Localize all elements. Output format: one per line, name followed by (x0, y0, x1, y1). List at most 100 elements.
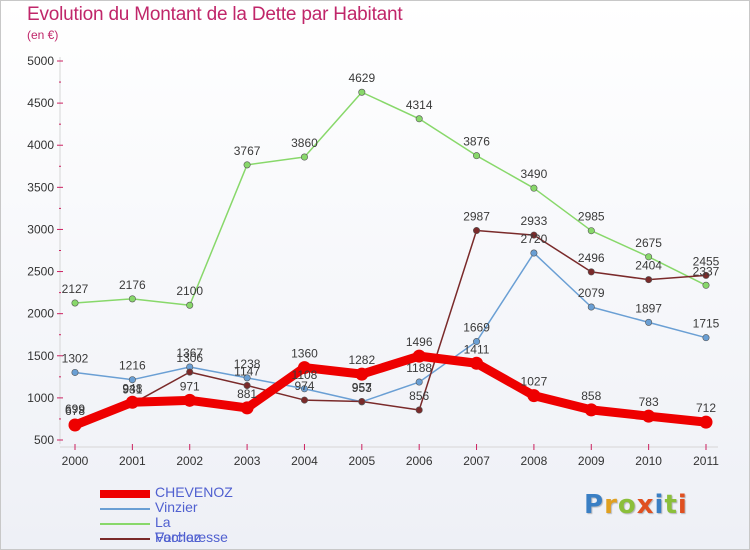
data-label-vacheresse: 974 (294, 379, 314, 393)
data-point-vacheresse (645, 276, 653, 284)
data-label-vinzier: 2079 (578, 286, 605, 300)
x-tick-label: 2009 (578, 454, 605, 468)
x-tick-label: 2008 (521, 454, 548, 468)
data-label-vinzier: 1715 (693, 317, 720, 331)
logo-letter: r (604, 490, 618, 520)
data-point-la-forclaz (415, 115, 423, 123)
data-label-vinzier: 1897 (635, 301, 662, 315)
data-point-vinzier (645, 318, 653, 326)
x-tick-label: 2011 (693, 454, 719, 468)
data-point-vacheresse (300, 396, 308, 404)
y-tick-label: 500 (34, 433, 54, 447)
series-line-vacheresse (74, 229, 707, 424)
data-point-chevenoz (355, 367, 369, 381)
legend-label: CHEVENOZ (155, 484, 233, 500)
data-label-chevenoz: 712 (696, 401, 716, 415)
data-point-la-forclaz (71, 299, 79, 307)
x-tick-label: 2005 (348, 454, 375, 468)
logo-letter: o (617, 490, 637, 520)
data-label-vacheresse: 856 (409, 389, 429, 403)
data-label-la-forclaz: 4314 (406, 98, 433, 112)
y-tick-label: 5000 (27, 54, 54, 68)
data-label-la-forclaz: 4629 (348, 71, 375, 85)
legend-label: La Forclaz (155, 514, 201, 545)
logo-letter: x (636, 490, 655, 520)
data-label-vacheresse: 2496 (578, 251, 605, 265)
data-point-la-forclaz (243, 161, 251, 169)
data-point-vacheresse (473, 227, 481, 235)
y-tick-label: 2000 (27, 307, 54, 321)
data-point-vinzier (300, 385, 308, 393)
data-point-vinzier (243, 374, 251, 382)
x-tick-label: 2010 (635, 454, 662, 468)
logo-letter: t (664, 490, 678, 520)
data-label-vacheresse: 957 (352, 381, 372, 395)
y-tick-label: 4000 (27, 138, 54, 152)
data-point-vacheresse (702, 271, 710, 279)
data-point-la-forclaz (587, 227, 595, 235)
legend-swatch (100, 490, 150, 498)
series-line-chevenoz (70, 351, 711, 430)
data-label-vacheresse: 2404 (635, 259, 662, 273)
data-label-chevenoz: 1282 (348, 353, 375, 367)
data-label-la-forclaz: 3860 (291, 136, 318, 150)
series-line-vinzier (74, 252, 707, 403)
y-tick-label: 4500 (27, 96, 54, 110)
x-tick-label: 2006 (406, 454, 433, 468)
legend-swatch (100, 538, 150, 540)
data-label-chevenoz: 1360 (291, 347, 318, 361)
x-tick-label: 2007 (463, 454, 490, 468)
data-label-la-forclaz: 3876 (463, 135, 490, 149)
data-point-chevenoz (68, 418, 82, 432)
data-point-chevenoz (642, 409, 656, 423)
x-tick-label: 2001 (119, 454, 146, 468)
legend-swatch (100, 508, 150, 510)
data-point-la-forclaz (128, 295, 136, 303)
data-label-vinzier: 1669 (463, 321, 490, 335)
data-label-vacheresse: 1147 (234, 365, 260, 379)
logo-letter: i (677, 490, 688, 520)
data-label-chevenoz: 783 (639, 395, 659, 409)
data-point-vacheresse (530, 231, 538, 239)
data-point-vacheresse (415, 406, 423, 414)
data-label-chevenoz: 971 (180, 379, 200, 393)
data-label-vinzier: 1302 (62, 351, 89, 365)
data-point-la-forclaz (702, 281, 710, 289)
series-line-la-forclaz (74, 91, 707, 306)
y-tick-label: 1000 (27, 391, 54, 405)
data-point-chevenoz (125, 395, 139, 409)
data-point-chevenoz (699, 415, 713, 429)
data-point-la-forclaz (358, 88, 366, 96)
data-label-la-forclaz: 3767 (234, 144, 261, 158)
data-label-vacheresse: 2933 (521, 214, 548, 228)
data-point-chevenoz (584, 403, 598, 417)
data-label-vinzier: 1188 (406, 361, 432, 375)
data-label-chevenoz: 948 (122, 381, 142, 395)
data-label-la-forclaz: 2100 (176, 284, 203, 298)
data-label-vacheresse: 1306 (176, 351, 203, 365)
y-tick-label: 3500 (27, 180, 54, 194)
data-point-vinzier (702, 334, 710, 342)
data-label-la-forclaz: 2337 (693, 264, 720, 278)
data-point-vacheresse (358, 398, 366, 406)
logo-letter: i (654, 490, 665, 520)
data-point-chevenoz (183, 393, 197, 407)
data-label-chevenoz: 1496 (406, 335, 433, 349)
data-label-chevenoz: 678 (65, 404, 85, 418)
data-label-chevenoz: 1027 (521, 375, 548, 389)
x-tick-label: 2003 (234, 454, 261, 468)
y-tick-label: 3000 (27, 222, 54, 236)
data-label-la-forclaz: 3490 (521, 167, 548, 181)
legend-label: Vinzier (155, 499, 198, 515)
data-label-vinzier: 1238 (234, 357, 261, 371)
data-point-la-forclaz (530, 184, 538, 192)
x-tick-label: 2000 (62, 454, 89, 468)
data-point-vinzier (473, 338, 481, 346)
x-tick-label: 2002 (176, 454, 203, 468)
data-label-chevenoz: 1411 (464, 342, 490, 356)
data-point-vinzier (128, 376, 136, 384)
data-label-vinzier: 953 (352, 381, 372, 395)
data-label-la-forclaz: 2675 (635, 236, 662, 250)
